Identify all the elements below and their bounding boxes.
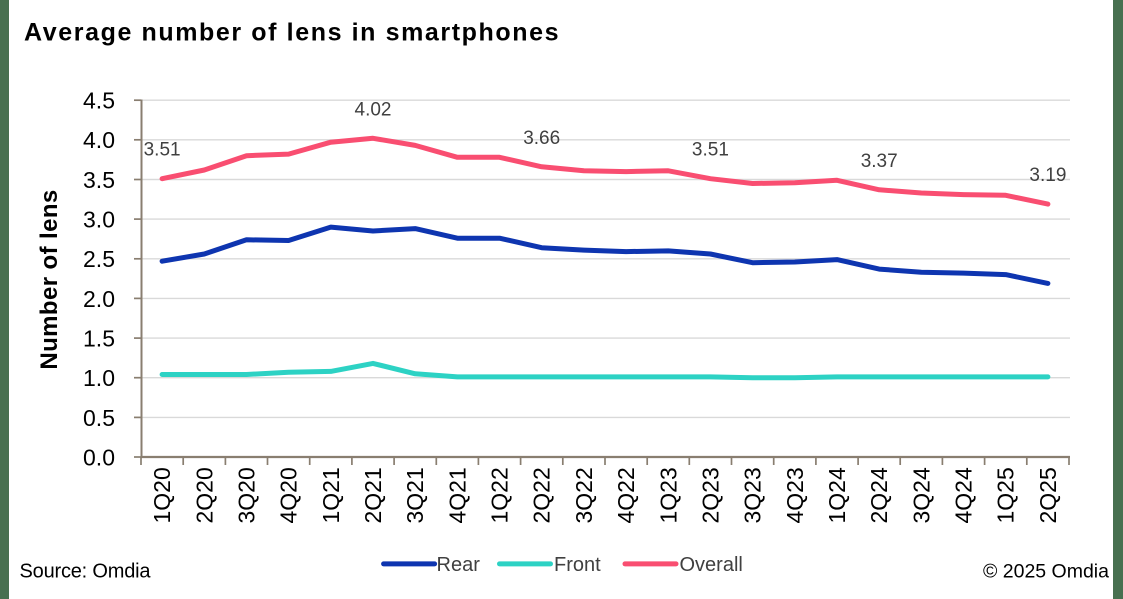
svg-text:2Q23: 2Q23 [697,467,723,523]
svg-text:4Q22: 4Q22 [613,467,639,523]
svg-text:3Q20: 3Q20 [234,467,260,523]
svg-text:4.5: 4.5 [83,88,115,114]
svg-text:2.0: 2.0 [83,286,115,312]
svg-text:1Q23: 1Q23 [655,467,681,523]
svg-text:3Q24: 3Q24 [908,467,934,523]
svg-text:Rear: Rear [437,554,481,576]
svg-text:1Q20: 1Q20 [149,467,175,523]
svg-text:2.5: 2.5 [83,246,115,272]
svg-text:1Q24: 1Q24 [824,467,850,523]
svg-text:4.0: 4.0 [83,127,115,153]
svg-text:Number of lens: Number of lens [36,189,63,369]
svg-text:3.37: 3.37 [861,151,898,172]
svg-text:4.02: 4.02 [355,99,392,120]
svg-text:2Q24: 2Q24 [866,467,892,523]
svg-text:3.0: 3.0 [83,207,115,233]
svg-text:0.5: 0.5 [83,405,115,431]
svg-text:2Q22: 2Q22 [529,467,555,523]
svg-text:3Q22: 3Q22 [571,467,597,523]
svg-text:© 2025 Omdia: © 2025 Omdia [983,561,1109,583]
svg-text:0.0: 0.0 [83,444,115,470]
svg-text:4Q23: 4Q23 [782,467,808,523]
svg-text:1.5: 1.5 [83,326,115,352]
svg-text:2Q25: 2Q25 [1035,467,1061,523]
svg-text:Average number of lens in smar: Average number of lens in smartphones [24,18,560,46]
svg-text:Front: Front [554,554,601,576]
svg-text:3.51: 3.51 [144,140,181,161]
svg-text:1.0: 1.0 [83,365,115,391]
svg-text:3Q21: 3Q21 [402,467,428,523]
svg-text:4Q20: 4Q20 [276,467,302,523]
svg-text:3.19: 3.19 [1029,165,1066,186]
svg-text:Overall: Overall [680,554,743,576]
svg-text:1Q25: 1Q25 [993,467,1019,523]
svg-text:3.66: 3.66 [523,128,560,149]
svg-text:3.51: 3.51 [692,140,729,161]
svg-text:4Q24: 4Q24 [951,467,977,523]
svg-text:1Q21: 1Q21 [318,467,344,523]
svg-text:2Q21: 2Q21 [360,467,386,523]
svg-text:4Q21: 4Q21 [444,467,470,523]
svg-text:3Q23: 3Q23 [740,467,766,523]
svg-text:Source: Omdia: Source: Omdia [20,561,152,583]
svg-text:3.5: 3.5 [83,167,115,193]
svg-text:1Q22: 1Q22 [487,467,513,523]
svg-text:2Q20: 2Q20 [191,467,217,523]
